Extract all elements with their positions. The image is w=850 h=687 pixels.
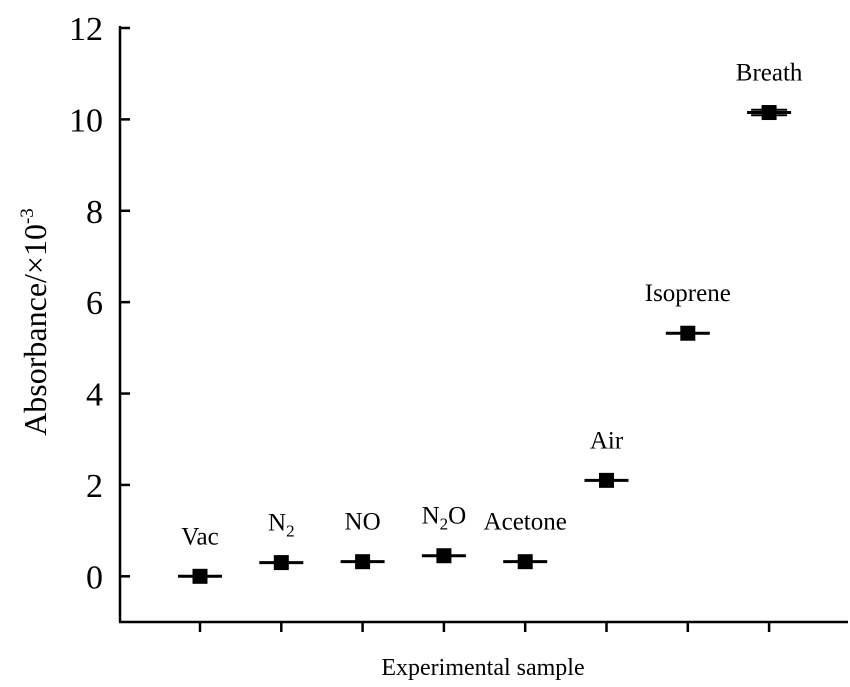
point-label-main: NO	[345, 509, 381, 536]
point-label-subscript: 2	[440, 515, 449, 534]
point-label: Breath	[736, 60, 803, 87]
y-tick-label: 0	[86, 559, 103, 596]
y-axis-label: Absorbance/×10-3	[17, 208, 53, 436]
data-point-group	[178, 568, 222, 584]
point-label: Isoprene	[645, 280, 731, 307]
point-label: Air	[590, 427, 624, 454]
y-ticks: 0 2 4 6 8 10 12	[69, 11, 130, 596]
y-tick-label: 10	[69, 102, 103, 139]
y-tick-label: 2	[86, 468, 103, 505]
point-label-main: Acetone	[484, 509, 567, 536]
y-axis-label-exponent: -3	[17, 208, 38, 224]
data-point-group	[340, 554, 385, 570]
data-point-marker	[355, 554, 371, 570]
data-marks	[178, 105, 792, 584]
point-label-main: N	[422, 503, 440, 530]
point-label: N2	[268, 510, 295, 541]
point-label-subscript: 2	[286, 522, 295, 541]
point-label: Acetone	[484, 509, 567, 536]
x-axis-label: Experimental sample	[381, 655, 584, 681]
y-axis-label-main: Absorbance/×10	[17, 224, 53, 436]
point-label: NO	[345, 509, 381, 536]
y-tick-label: 8	[86, 194, 103, 231]
point-label-main: Breath	[736, 60, 803, 87]
chart-axes	[118, 26, 848, 624]
point-label-main: Air	[590, 427, 624, 454]
point-label: N2O	[422, 503, 467, 534]
y-tick-label: 12	[69, 11, 103, 48]
data-point-group	[747, 105, 792, 121]
point-label-main: Vac	[181, 523, 218, 550]
point-label-suffix: O	[448, 503, 466, 530]
y-tick-label: 6	[86, 285, 103, 322]
x-ticks	[198, 622, 771, 632]
point-label-main: Isoprene	[645, 280, 731, 307]
data-point-marker	[680, 325, 696, 341]
point-label-main: N	[268, 510, 286, 537]
data-point-marker	[599, 472, 614, 488]
data-point-marker	[273, 555, 289, 571]
data-point-marker	[192, 568, 208, 584]
data-point-marker	[761, 105, 777, 121]
data-point-group	[259, 555, 304, 571]
data-point-group	[503, 554, 548, 570]
data-point-group	[584, 472, 629, 488]
data-point-marker	[517, 554, 533, 570]
y-tick-label: 4	[86, 377, 103, 414]
data-point-group	[665, 325, 710, 341]
data-point-marker	[436, 548, 452, 564]
point-label: Vac	[181, 523, 218, 550]
data-point-group	[421, 548, 466, 564]
